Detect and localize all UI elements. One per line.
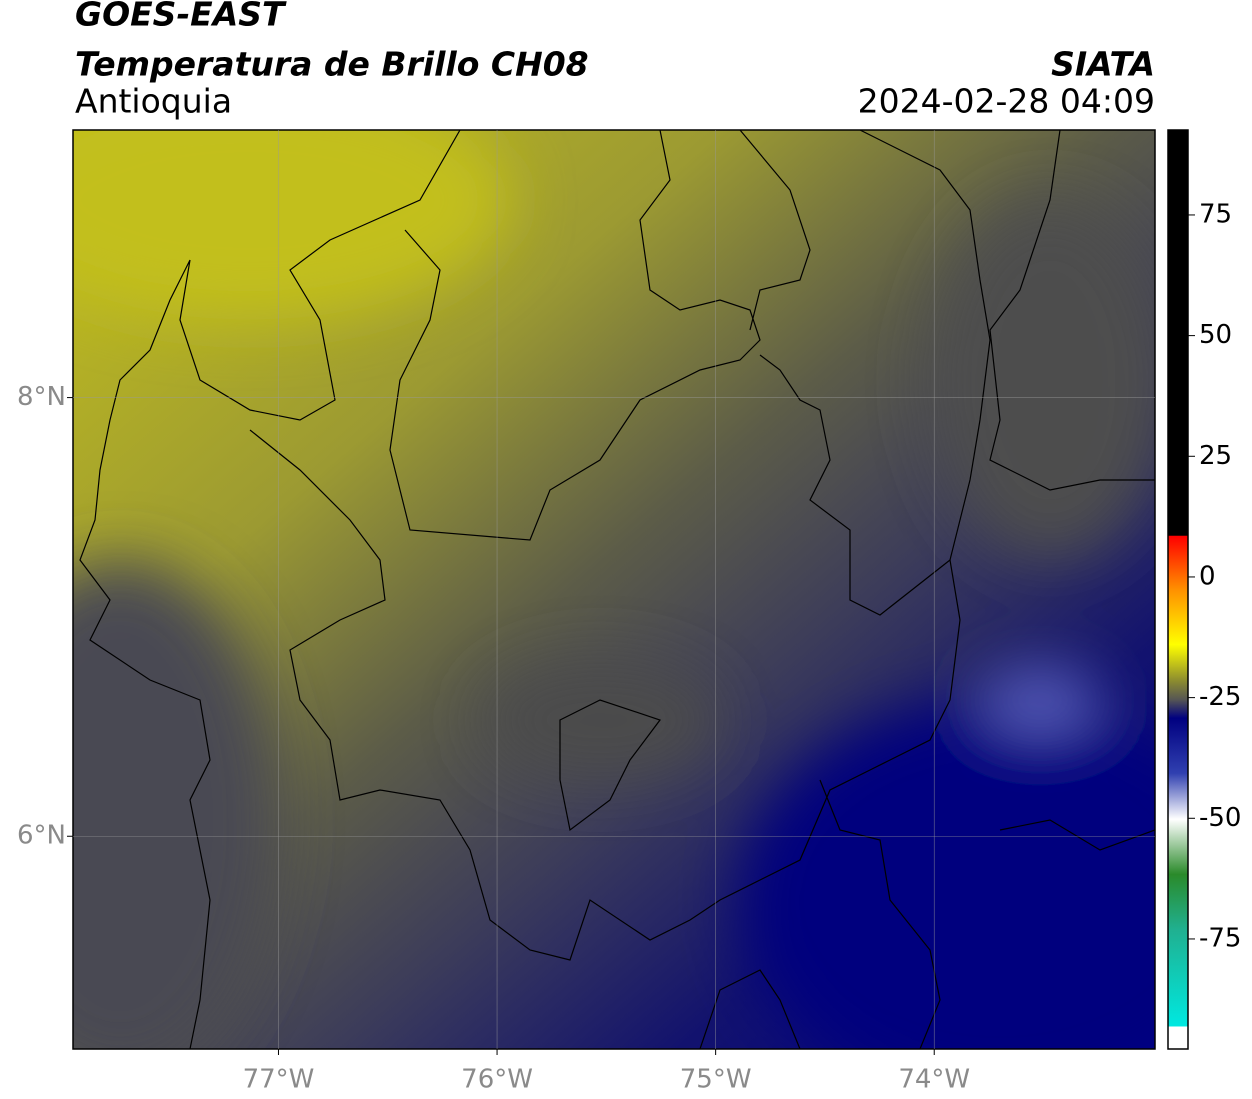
colorbar xyxy=(1167,129,1189,1050)
map-image xyxy=(73,130,1155,1049)
subtitle: Temperatura de Brillo CH08 xyxy=(75,45,589,84)
colorbar-tick-label: -25 xyxy=(1199,682,1241,712)
colorbar-tick-label: -50 xyxy=(1199,803,1241,833)
colorbar-tick-label: 25 xyxy=(1199,441,1232,471)
y-tick-label: 8°N xyxy=(17,382,66,412)
x-tick-label: 75°W xyxy=(680,1065,752,1095)
x-tick-label: 74°W xyxy=(898,1065,970,1095)
x-tick-label: 76°W xyxy=(461,1065,533,1095)
source: SIATA xyxy=(1051,45,1155,84)
title: GOES-EAST xyxy=(75,0,287,34)
colorbar-tick-label: 0 xyxy=(1199,561,1216,591)
timestamp: 2024-02-28 04:09 xyxy=(858,82,1155,121)
x-tick-label: 77°W xyxy=(243,1065,315,1095)
region: Antioquia xyxy=(75,82,232,121)
colorbar-tick-label: 50 xyxy=(1199,320,1232,350)
colorbar-tick-label: 75 xyxy=(1199,199,1232,229)
map-frame xyxy=(72,129,1156,1050)
colorbar-tick-label: -75 xyxy=(1199,923,1241,953)
y-tick-label: 6°N xyxy=(17,821,66,851)
